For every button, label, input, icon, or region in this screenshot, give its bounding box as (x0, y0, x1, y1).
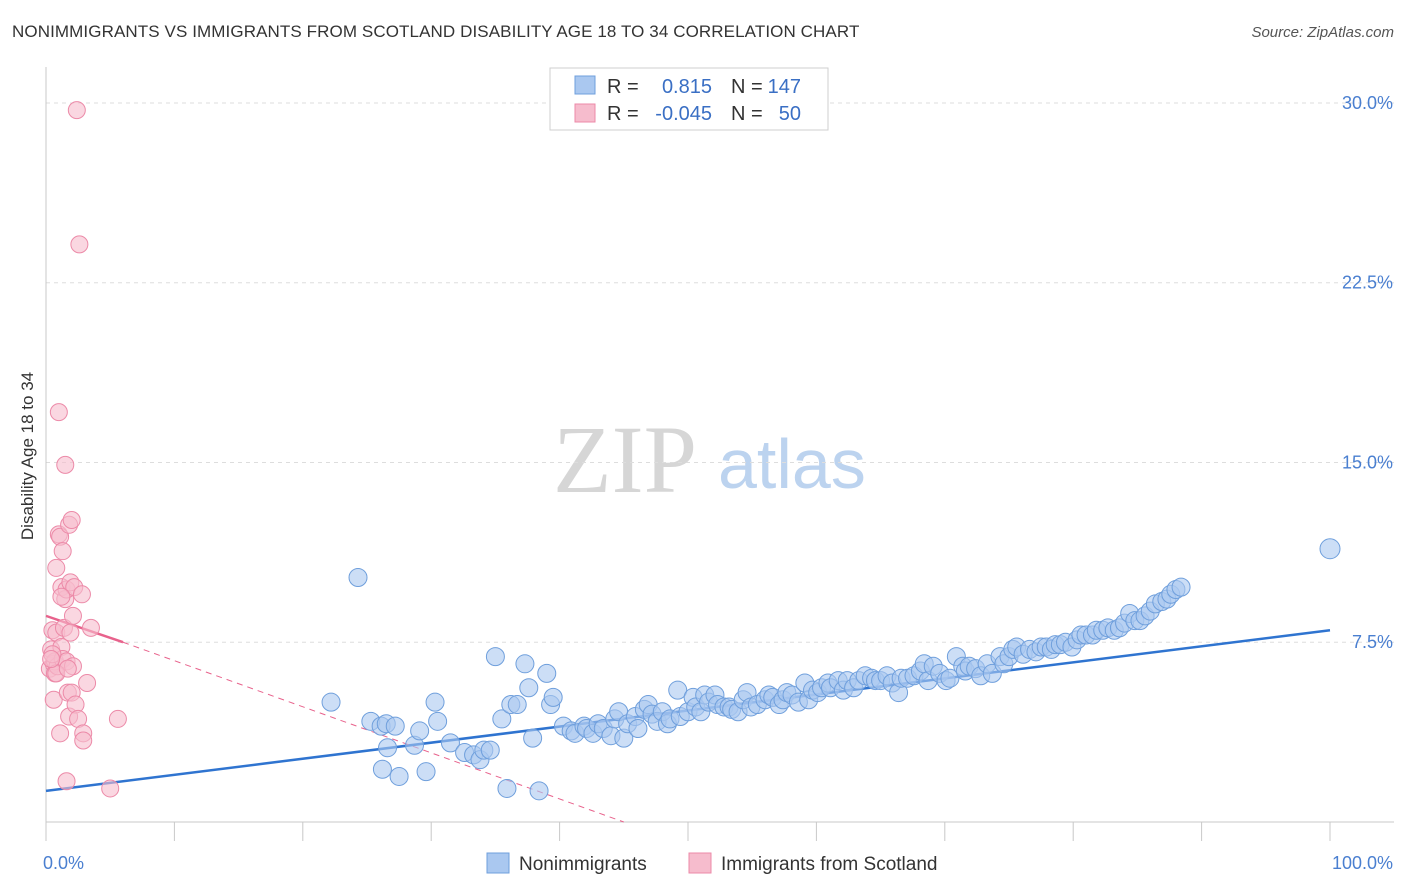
immigrants-point (108, 709, 127, 728)
nonimmigrants-point (497, 778, 517, 798)
nonimmigrants-point (425, 692, 445, 712)
nonimmigrants-point (507, 695, 527, 715)
immigrants-point (67, 101, 86, 120)
immigrants-point (72, 585, 91, 604)
legend-r-value-1: 0.815 (662, 76, 712, 98)
immigrants-point (49, 403, 68, 422)
nonimmigrants-point (529, 781, 549, 801)
immigrants-point (101, 779, 120, 798)
nonimmigrants-point (537, 663, 557, 683)
nonimmigrants-point (378, 738, 398, 758)
chart-source: Source: ZipAtlas.com (1251, 24, 1394, 41)
nonimmigrants-point (485, 647, 505, 667)
legend-r-label-2: R = (607, 103, 639, 125)
x-tick-label: 0.0% (43, 853, 84, 873)
immigrants-swatch (574, 103, 596, 123)
bottom-legend-swatch-nonimmigrants (486, 852, 510, 874)
immigrants-point (81, 618, 100, 637)
immigrants-point (52, 587, 71, 606)
nonimmigrants-point (348, 568, 368, 588)
watermark-zip: ZIP (553, 406, 697, 513)
nonimmigrants-point (515, 654, 535, 674)
immigrants-point (74, 731, 93, 750)
immigrants-from-scotland-points (40, 101, 127, 798)
immigrants-point (47, 558, 66, 577)
gridlines (46, 102, 1394, 643)
watermark-atlas: atlas (718, 425, 866, 503)
nonimmigrants-point (1171, 577, 1191, 597)
immigrants-point (53, 542, 72, 561)
nonimmigrants-point (543, 687, 563, 707)
immigrants-point (78, 673, 97, 692)
nonimmigrants-swatch (574, 75, 596, 95)
y-tick-label: 22.5% (1342, 273, 1393, 293)
nonimmigrants-point (480, 740, 500, 760)
immigrants-point (70, 235, 89, 254)
y-tick-labels: 7.5% 15.0% 22.5% 30.0% (1342, 93, 1393, 652)
y-tick-label: 15.0% (1342, 452, 1393, 472)
y-tick-label: 7.5% (1352, 632, 1393, 652)
immigrants-point (63, 606, 82, 625)
immigrants-point (51, 724, 70, 743)
legend-n-label-1: N = (731, 76, 763, 98)
immigrants-point (44, 690, 63, 709)
nonimmigrants-point (385, 716, 405, 736)
bottom-legend-label-immigrants: Immigrants from Scotland (721, 854, 937, 875)
x-tick-label: 100.0% (1332, 853, 1393, 873)
nonimmigrants-point (492, 709, 512, 729)
immigrants-point (61, 623, 80, 642)
nonimmigrants-points (321, 538, 1341, 801)
bottom-legend: Nonimmigrants Immigrants from Scotland (486, 852, 937, 875)
bottom-legend-label-nonimmigrants: Nonimmigrants (519, 854, 647, 875)
legend-r-value-2: -0.045 (655, 103, 712, 125)
nonimmigrants-point (668, 680, 688, 700)
nonimmigrants-point (410, 721, 430, 741)
nonimmigrants-point (440, 733, 460, 753)
y-axis-title: Disability Age 18 to 34 (18, 372, 37, 540)
legend-r-label-1: R = (607, 76, 639, 98)
nonimmigrants-point (389, 766, 409, 786)
nonimmigrants-point (372, 759, 392, 779)
stats-legend: R = 0.815 N = 147 R = -0.045 N = 50 (549, 67, 829, 131)
nonimmigrants-point (416, 762, 436, 782)
axes (45, 67, 1394, 841)
immigrants-point (56, 455, 75, 474)
chart-title: NONIMMIGRANTS VS IMMIGRANTS FROM SCOTLAN… (12, 22, 860, 41)
legend-n-value-1: 147 (768, 76, 801, 98)
legend-n-value-2: 50 (779, 103, 801, 125)
immigrants-point (62, 511, 81, 529)
nonimmigrants-point (940, 668, 960, 688)
immigrants-point (42, 650, 61, 669)
nonimmigrants-point (519, 678, 539, 698)
bottom-legend-swatch-immigrants (688, 852, 712, 874)
stats-legend-box (549, 67, 829, 131)
nonimmigrants-point (321, 692, 341, 712)
nonimmigrants-point (428, 711, 448, 731)
immigrants-point (57, 772, 76, 791)
x-tick-labels: 0.0% 100.0% (43, 853, 1393, 873)
nonimmigrants-point (628, 719, 648, 739)
legend-n-label-2: N = (731, 103, 763, 125)
immigrants-point (58, 659, 77, 678)
y-tick-label: 30.0% (1342, 93, 1393, 113)
nonimmigrants-point (1319, 538, 1341, 560)
nonimmigrants-point (523, 728, 543, 748)
watermark: ZIP atlas (553, 406, 866, 513)
